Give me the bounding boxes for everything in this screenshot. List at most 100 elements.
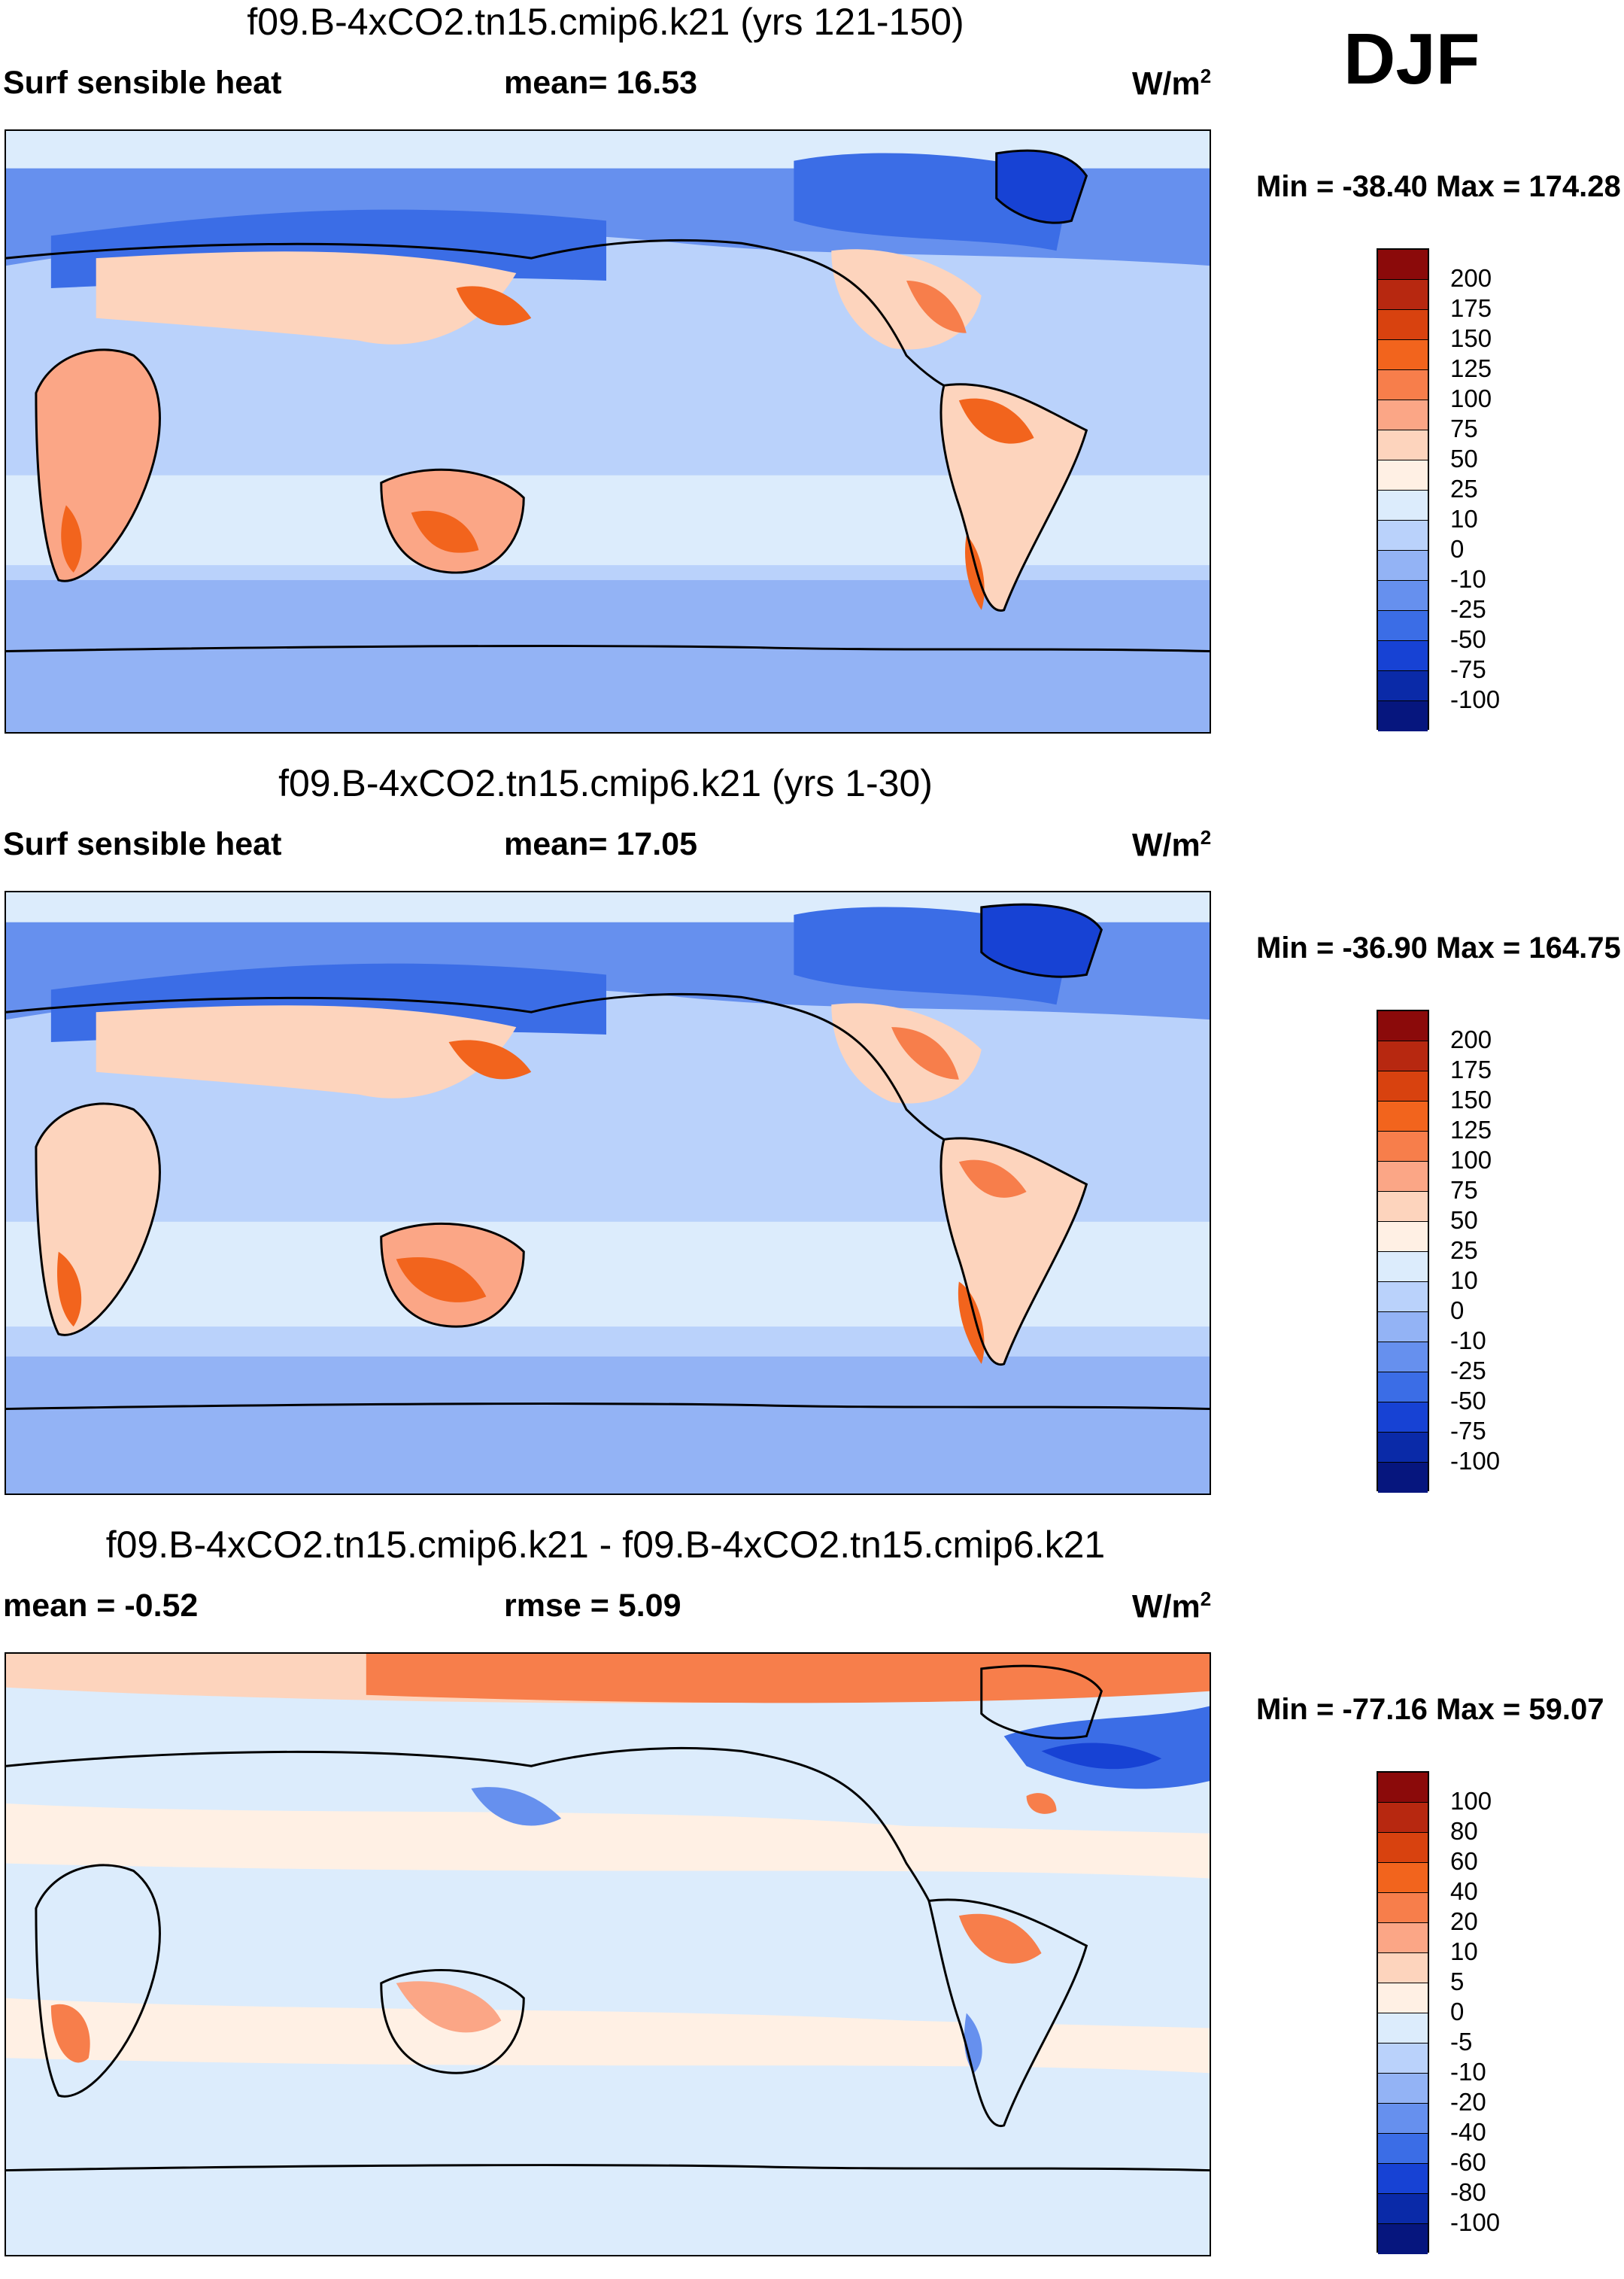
colorbar-swatch — [1378, 430, 1428, 460]
colorbar-swatch — [1378, 460, 1428, 491]
colorbar-tick-label: 125 — [1450, 354, 1492, 382]
colorbar-tick-label: 60 — [1450, 1847, 1478, 1875]
colorbar-swatch — [1378, 2074, 1428, 2104]
mean-label: mean= 17.05 — [504, 826, 697, 862]
colorbar-tick-label: -40 — [1450, 2118, 1486, 2146]
colorbar-swatch — [1378, 280, 1428, 310]
colorbar-swatch — [1378, 2104, 1428, 2134]
rmse-label: rmse = 5.09 — [504, 1588, 681, 1624]
colorbar-tick-label: 80 — [1450, 1817, 1478, 1845]
colorbar-tick-label: 200 — [1450, 1026, 1492, 1053]
colorbar-tick-label: -75 — [1450, 655, 1486, 683]
colorbar-swatch — [1378, 491, 1428, 521]
colorbar-swatch — [1378, 1132, 1428, 1162]
colorbar-swatch — [1378, 701, 1428, 731]
colorbar-swatch — [1378, 1923, 1428, 1953]
colorbar-tick-label: 100 — [1450, 384, 1492, 412]
colorbar — [1377, 1010, 1429, 1493]
colorbar-tick-label: 75 — [1450, 415, 1478, 442]
colorbar-swatch — [1378, 1953, 1428, 1983]
colorbar-swatch — [1378, 1011, 1428, 1041]
units-label: W/m2 — [1132, 65, 1212, 102]
colorbar-tick-label: -75 — [1450, 1417, 1486, 1445]
colorbar-swatch — [1378, 1252, 1428, 1282]
colorbar-tick-label: 150 — [1450, 1086, 1492, 1114]
colorbar-swatch — [1378, 2164, 1428, 2194]
colorbar-swatch — [1378, 1433, 1428, 1463]
colorbar-swatch — [1378, 1282, 1428, 1312]
colorbar-swatch — [1378, 1983, 1428, 2013]
colorbar-tick-label: -20 — [1450, 2088, 1486, 2116]
colorbar-tick-label: 10 — [1450, 1937, 1478, 1965]
colorbar-tick-label: 0 — [1450, 1296, 1465, 1324]
colorbar-swatch — [1378, 2013, 1428, 2044]
colorbar-swatch — [1378, 1803, 1428, 1833]
colorbar-swatch — [1378, 2224, 1428, 2254]
colorbar-swatch — [1378, 1402, 1428, 1433]
colorbar-swatch — [1378, 340, 1428, 370]
colorbar-tick-label: 5 — [1450, 1968, 1465, 1995]
colorbar-tick-label: 150 — [1450, 324, 1492, 352]
panel-bottom: f09.B-4xCO2.tn15.cmip6.k21 - f09.B-4xCO2… — [0, 1523, 1624, 2279]
colorbar-swatch — [1378, 2134, 1428, 2164]
colorbar-swatch — [1378, 2044, 1428, 2074]
mean-label: mean= 16.53 — [504, 65, 697, 101]
colorbar-tick-label: 175 — [1450, 294, 1492, 322]
colorbar-tick-label: 20 — [1450, 1907, 1478, 1935]
colorbar-tick-label: -5 — [1450, 2028, 1473, 2056]
mean-label: mean = -0.52 — [3, 1588, 199, 1624]
colorbar-swatch — [1378, 641, 1428, 671]
colorbar-tick-label: -10 — [1450, 2058, 1486, 2086]
colorbar-swatch — [1378, 611, 1428, 641]
colorbar-swatch — [1378, 1773, 1428, 1803]
colorbar — [1377, 1771, 1429, 2254]
panel-title: f09.B-4xCO2.tn15.cmip6.k21 - f09.B-4xCO2… — [105, 1524, 1106, 1566]
colorbar-tick-label: -100 — [1450, 1447, 1501, 1475]
world-map — [5, 1652, 1211, 2256]
colorbar-tick-label: -10 — [1450, 565, 1486, 593]
field-label: Surf sensible heat — [3, 65, 282, 101]
min-max-label: Min = -36.90 Max = 164.75 — [1256, 931, 1621, 965]
world-map — [5, 891, 1211, 1495]
colorbar-swatch — [1378, 250, 1428, 280]
field-label: Surf sensible heat — [3, 826, 282, 862]
colorbar-swatch — [1378, 370, 1428, 400]
colorbar-tick-label: -50 — [1450, 1387, 1486, 1414]
colorbar-swatch — [1378, 1463, 1428, 1493]
colorbar-tick-label: 0 — [1450, 535, 1465, 563]
colorbar-tick-label: -25 — [1450, 1357, 1486, 1384]
colorbar-swatch — [1378, 1863, 1428, 1893]
colorbar-swatch — [1378, 671, 1428, 701]
colorbar-swatch — [1378, 1071, 1428, 1102]
units-label: W/m2 — [1132, 1588, 1212, 1625]
colorbar-swatch — [1378, 521, 1428, 551]
colorbar — [1377, 248, 1429, 731]
colorbar-tick-label: 125 — [1450, 1116, 1492, 1144]
colorbar-tick-label: 0 — [1450, 1998, 1465, 2025]
colorbar-tick-label: 200 — [1450, 264, 1492, 292]
colorbar-tick-label: -80 — [1450, 2178, 1486, 2206]
colorbar-tick-label: -50 — [1450, 625, 1486, 653]
colorbar-tick-label: 25 — [1450, 475, 1478, 503]
colorbar-tick-label: -10 — [1450, 1326, 1486, 1354]
colorbar-tick-label: 40 — [1450, 1877, 1478, 1905]
panel-title: f09.B-4xCO2.tn15.cmip6.k21 (yrs 1-30) — [278, 762, 933, 804]
panel-top: f09.B-4xCO2.tn15.cmip6.k21 (yrs 121-150)… — [0, 0, 1624, 756]
world-map — [5, 129, 1211, 734]
colorbar-tick-label: -100 — [1450, 2208, 1501, 2236]
colorbar-tick-label: 50 — [1450, 1206, 1478, 1234]
colorbar-tick-label: 175 — [1450, 1056, 1492, 1083]
colorbar-tick-label: -60 — [1450, 2148, 1486, 2176]
colorbar-swatch — [1378, 310, 1428, 340]
colorbar-tick-label: 10 — [1450, 1266, 1478, 1294]
colorbar-tick-label: -100 — [1450, 685, 1501, 713]
colorbar-swatch — [1378, 1372, 1428, 1402]
units-label: W/m2 — [1132, 826, 1212, 864]
colorbar-tick-label: 100 — [1450, 1146, 1492, 1174]
colorbar-swatch — [1378, 1102, 1428, 1132]
colorbar-swatch — [1378, 1893, 1428, 1923]
colorbar-swatch — [1378, 400, 1428, 430]
colorbar-swatch — [1378, 1222, 1428, 1252]
panel-title: f09.B-4xCO2.tn15.cmip6.k21 (yrs 121-150) — [247, 1, 964, 43]
colorbar-swatch — [1378, 551, 1428, 581]
